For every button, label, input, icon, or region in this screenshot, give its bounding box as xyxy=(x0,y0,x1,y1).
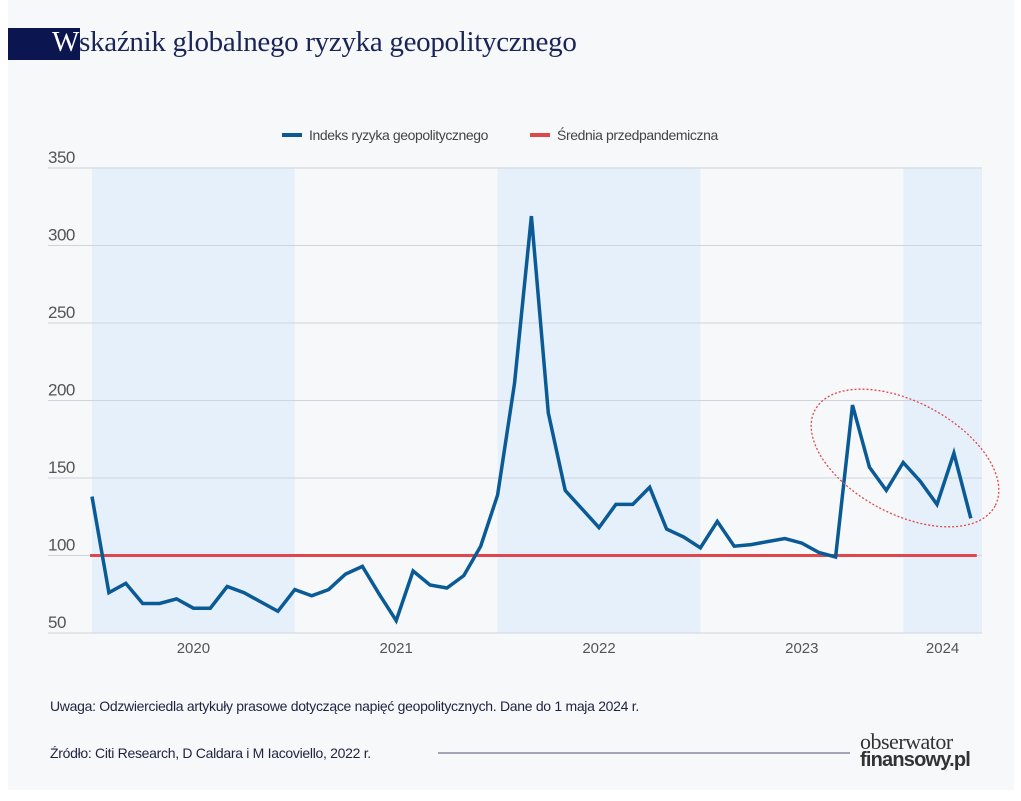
note-text: Uwaga: Odzwierciedla artykuły prasowe do… xyxy=(50,698,639,714)
y-tick-label: 200 xyxy=(48,381,75,400)
y-tick-label: 350 xyxy=(48,148,75,167)
x-tick-label: 2022 xyxy=(582,640,615,657)
y-tick-label: 50 xyxy=(48,613,66,632)
logo: obserwator finansowy.pl xyxy=(860,729,971,771)
legend-label-average: Średnia przedpandemiczna xyxy=(557,126,718,143)
title-rest: skaźnik globalnego ryzyka geopolityczneg… xyxy=(79,26,577,58)
x-tick-label: 2023 xyxy=(785,640,818,657)
source-text: Źródło: Citi Research, D Caldara i M Iac… xyxy=(50,745,371,761)
y-tick-label: 150 xyxy=(48,458,75,477)
logo-line1: obserwator xyxy=(860,729,953,754)
y-tick-label: 250 xyxy=(48,303,75,322)
x-tick-label: 2021 xyxy=(380,640,413,657)
legend: Indeks ryzyka geopolitycznego Średnia pr… xyxy=(282,126,719,143)
legend-swatch-average xyxy=(530,133,550,137)
legend-swatch-index xyxy=(282,133,302,137)
legend-label-index: Indeks ryzyka geopolitycznego xyxy=(309,127,489,143)
y-tick-label: 300 xyxy=(48,226,75,245)
x-tick-label: 2024 xyxy=(926,640,959,657)
y-tick-label: 100 xyxy=(48,536,75,555)
title-first-letter: W xyxy=(52,26,80,58)
logo-line2: finansowy.pl xyxy=(860,749,971,771)
chart-title: Wskaźnik globalnego ryzyka geopolityczne… xyxy=(52,26,577,59)
x-tick-label: 2020 xyxy=(177,640,210,657)
title-accent-box xyxy=(8,28,80,60)
index-series-line xyxy=(90,215,973,625)
highlight-ellipse xyxy=(810,388,1000,528)
